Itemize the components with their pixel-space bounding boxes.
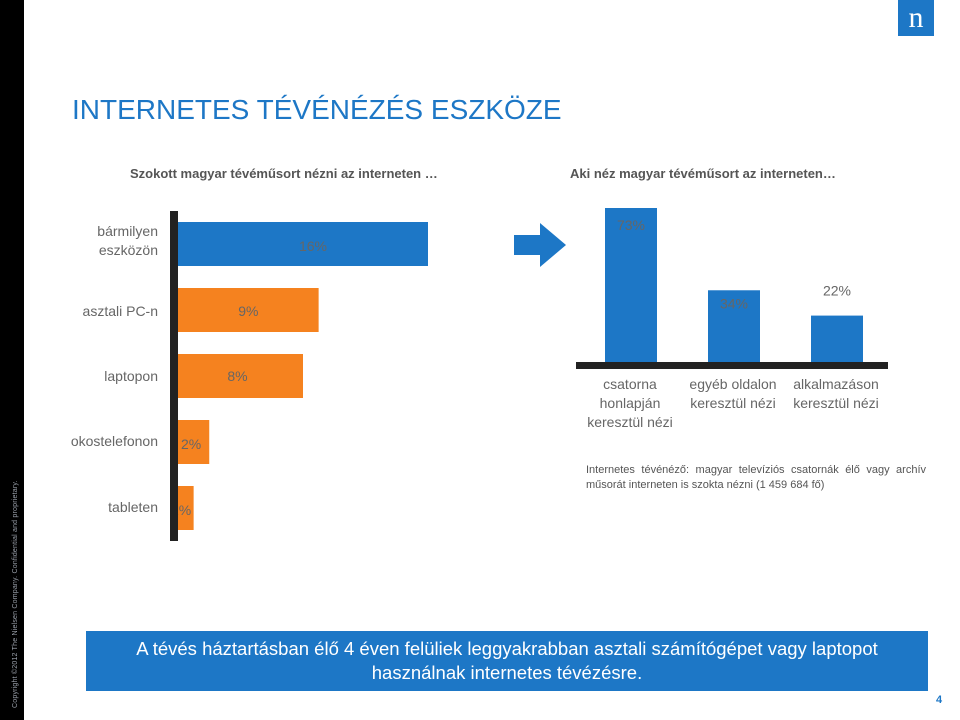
left-chart-subtitle: Szokott magyar tévéműsort nézni az inter…	[130, 166, 438, 181]
device-bar	[178, 354, 303, 398]
conclusion-banner: A tévés háztartásban élő 4 éven felüliek…	[86, 631, 928, 691]
channel-bar	[811, 315, 863, 362]
device-value-label: 9%	[238, 303, 258, 319]
device-value-label: 8%	[227, 368, 247, 384]
right-chart-subtitle: Aki néz magyar tévéműsort az interneten…	[570, 166, 836, 181]
device-category-label: okostelefonon	[71, 433, 158, 449]
device-category-label: laptopon	[104, 368, 158, 384]
channel-value-label: 22%	[823, 283, 851, 299]
page-number: 4	[936, 694, 943, 706]
channel-category-label: csatorna honlapján keresztül nézi	[587, 376, 673, 430]
channel-value-label: 34%	[720, 295, 748, 311]
device-bar	[178, 222, 428, 266]
footnote: Internetes tévénéző: magyar televíziós c…	[586, 464, 926, 491]
device-bar	[178, 288, 319, 332]
nielsen-logo: n	[898, 0, 934, 36]
channel-category-label: alkalmazáson keresztül nézi	[793, 376, 879, 411]
channel-value-label: 73%	[617, 217, 645, 233]
device-bar	[178, 486, 194, 530]
sidebar	[0, 0, 24, 720]
right-arrow-icon	[514, 223, 566, 267]
device-axis-line	[170, 211, 178, 541]
device-category-label: asztali PC-n	[83, 303, 158, 319]
device-bar	[178, 420, 210, 464]
device-value-label: 16%	[299, 238, 327, 254]
device-category-label: tableten	[108, 499, 158, 515]
channel-category-label: egyéb oldalon keresztül nézi	[689, 376, 776, 411]
device-category-label: bármilyen eszközön	[97, 223, 158, 258]
channel-bar	[605, 208, 657, 362]
slide-title: INTERNETES TÉVÉNÉZÉS ESZKÖZE	[72, 94, 562, 125]
device-value-label: 2%	[181, 436, 201, 452]
channel-bar	[708, 290, 760, 362]
channel-axis-line	[576, 362, 888, 369]
